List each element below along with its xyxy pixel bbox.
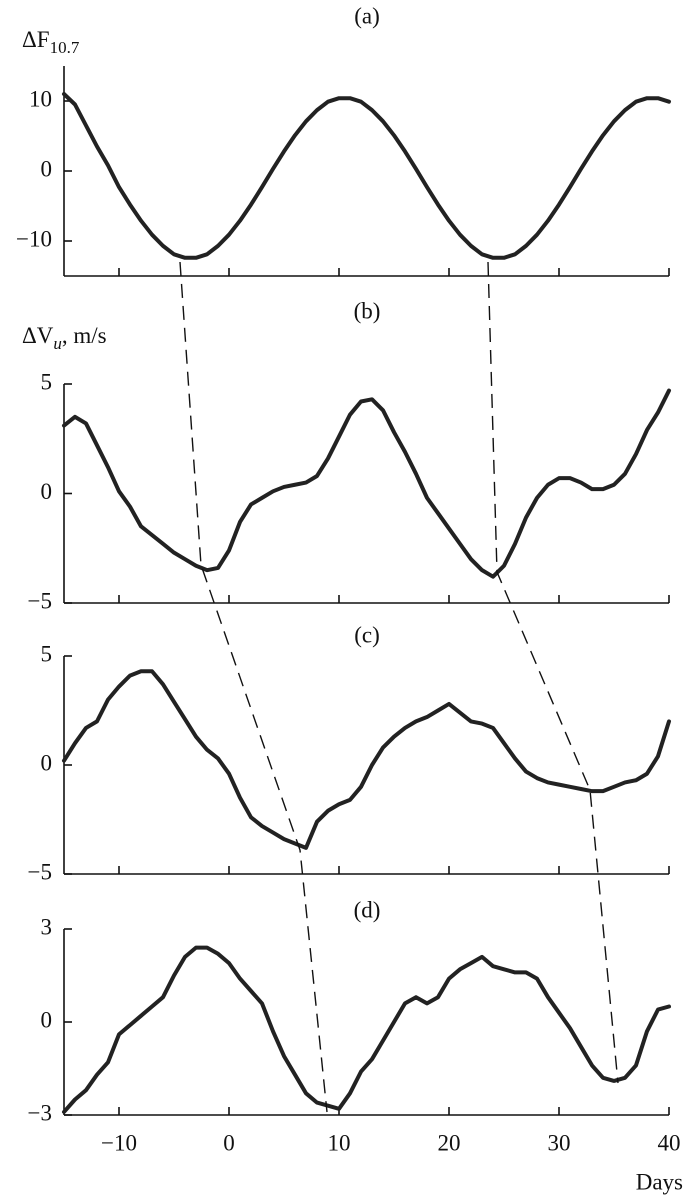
panel-title: (b) [354, 298, 381, 323]
panel: (b) ΔVu, m/s −5 0 5 [22, 298, 671, 613]
x-tick-label: −10 [101, 1130, 137, 1155]
panel: (d) −3 0 3 −10 0 10 20 30 40 Days [28, 897, 684, 1194]
y-tick-label: 0 [41, 750, 53, 775]
dashed-guide [487, 261, 619, 1084]
x-tick-label: 20 [438, 1130, 461, 1155]
y-tick-label: −5 [28, 588, 52, 613]
y-label-main: ΔV [22, 323, 54, 348]
panel: (c) −5 0 5 [28, 622, 671, 884]
y-tick-label: 0 [41, 479, 53, 504]
y-tick-label: 0 [41, 1007, 53, 1032]
y-axis-label: ΔVu, m/s [22, 323, 107, 353]
data-line [62, 945, 671, 1114]
x-axis-label: Days [636, 1169, 683, 1194]
panel-title: (c) [354, 622, 380, 647]
data-line [62, 388, 671, 579]
y-tick-label: −3 [28, 1100, 52, 1125]
y-label-suffix: , m/s [62, 323, 107, 348]
data-line [62, 92, 671, 260]
dashed-guide [179, 261, 328, 1113]
y-tick-label: 3 [41, 914, 53, 939]
y-tick-label: 5 [41, 641, 53, 666]
guide-lines [179, 261, 619, 1113]
x-tick-label: 30 [548, 1130, 571, 1155]
y-tick-label: −10 [16, 226, 52, 251]
y-tick-label: −5 [28, 859, 52, 884]
x-tick-label: 0 [223, 1130, 235, 1155]
x-tick-label: 10 [328, 1130, 351, 1155]
y-label-sub: u [53, 334, 62, 353]
panel: (a) ΔF10.7 −10 0 10 [16, 3, 671, 277]
y-tick-label: 5 [41, 369, 53, 394]
x-tick-label: 40 [658, 1130, 681, 1155]
y-axis-label: ΔF10.7 [22, 27, 80, 57]
panel-title: (a) [354, 3, 380, 28]
y-tick-label: 0 [41, 156, 53, 181]
y-label-main: ΔF [22, 27, 50, 52]
y-tick-label: 10 [29, 86, 52, 111]
data-line [62, 669, 671, 850]
panel-title: (d) [354, 897, 381, 922]
y-label-sub: 10.7 [50, 38, 80, 57]
